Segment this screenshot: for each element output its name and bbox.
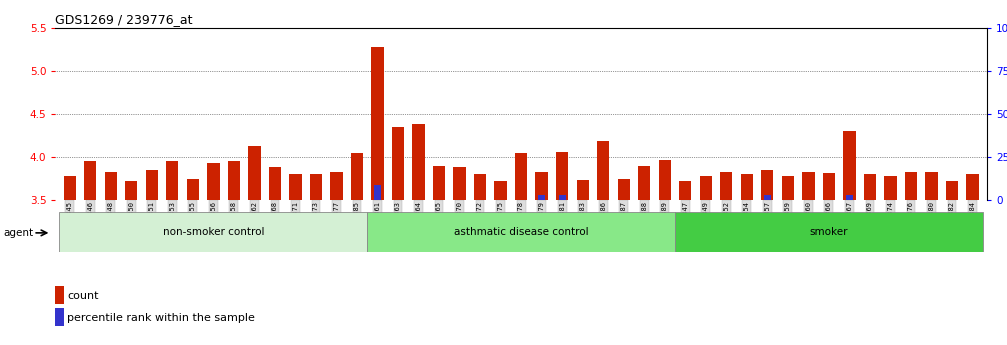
Bar — [433, 166, 445, 200]
Bar — [905, 171, 917, 200]
Bar — [597, 141, 609, 200]
Bar — [515, 152, 528, 200]
Bar — [392, 127, 404, 200]
Text: percentile rank within the sample: percentile rank within the sample — [67, 313, 255, 323]
Bar — [207, 163, 220, 200]
Bar — [741, 174, 753, 200]
Text: asthmatic disease control: asthmatic disease control — [454, 227, 588, 237]
Bar — [494, 181, 507, 200]
Bar — [781, 176, 794, 200]
Bar — [105, 171, 117, 200]
Text: GDS1269 / 239776_at: GDS1269 / 239776_at — [55, 13, 193, 27]
Bar — [638, 166, 651, 200]
Bar — [186, 179, 199, 200]
Bar — [803, 171, 815, 200]
Bar — [59, 212, 368, 252]
Bar — [350, 152, 364, 200]
Bar — [675, 212, 983, 252]
Bar — [577, 180, 589, 200]
Bar — [967, 174, 979, 200]
Text: count: count — [67, 291, 99, 301]
Bar — [763, 195, 771, 200]
Text: non-smoker control: non-smoker control — [162, 227, 264, 237]
Bar — [761, 170, 773, 200]
Bar — [843, 131, 856, 200]
Bar — [249, 146, 261, 200]
Bar — [556, 152, 568, 200]
Bar — [85, 161, 97, 200]
Bar — [679, 181, 692, 200]
Bar — [536, 171, 548, 200]
Text: agent: agent — [3, 228, 33, 238]
Bar — [700, 176, 712, 200]
Bar — [884, 176, 896, 200]
Bar — [823, 172, 835, 200]
Bar — [925, 171, 938, 200]
Bar — [846, 195, 853, 200]
Bar — [372, 47, 384, 200]
Bar — [55, 308, 63, 326]
Bar — [453, 167, 465, 200]
Bar — [374, 185, 381, 200]
Bar — [538, 195, 545, 200]
Bar — [289, 174, 301, 200]
Bar — [559, 195, 566, 200]
Bar — [228, 161, 240, 200]
Bar — [864, 174, 876, 200]
Text: smoker: smoker — [810, 227, 848, 237]
Bar — [617, 179, 629, 200]
Bar — [659, 159, 671, 200]
Bar — [310, 174, 322, 200]
Bar — [368, 212, 675, 252]
Bar — [413, 124, 425, 200]
Bar — [474, 174, 486, 200]
Bar — [125, 181, 137, 200]
Bar — [166, 161, 178, 200]
Bar — [55, 286, 63, 304]
Bar — [330, 171, 342, 200]
Bar — [720, 171, 732, 200]
Bar — [269, 167, 281, 200]
Bar — [146, 170, 158, 200]
Bar — [63, 176, 76, 200]
Bar — [946, 181, 958, 200]
